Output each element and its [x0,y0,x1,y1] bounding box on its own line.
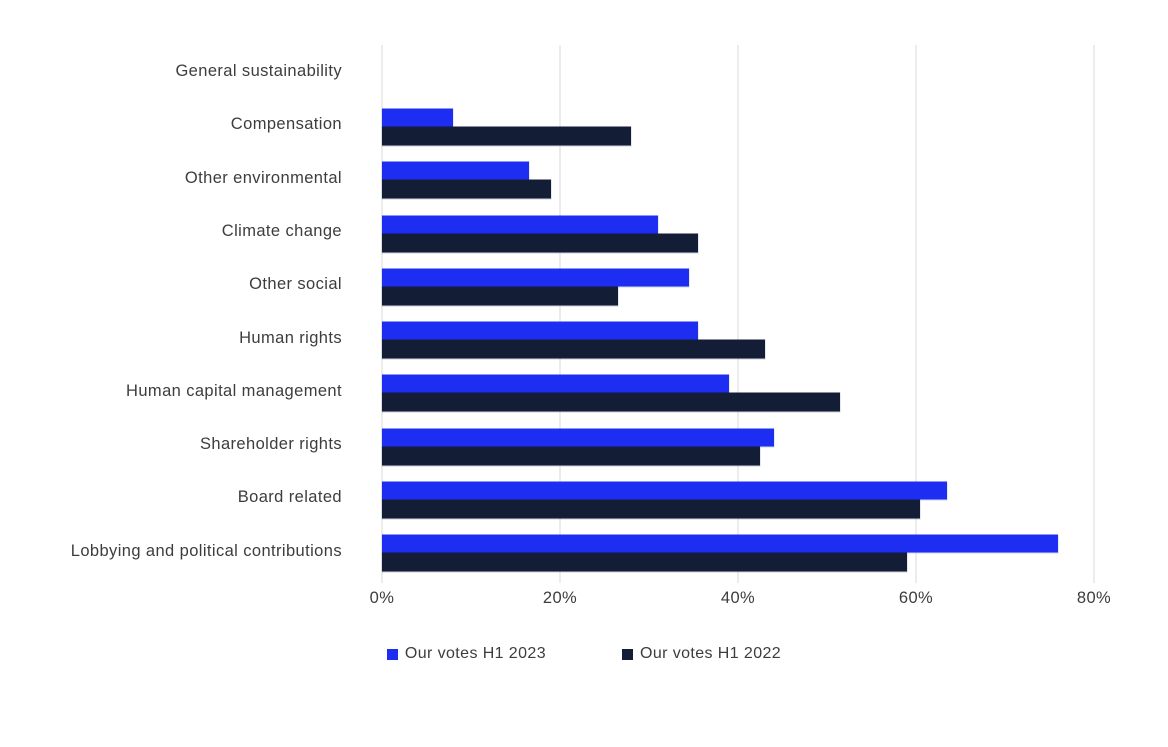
category-label: Climate change [221,221,342,240]
category-label: Human capital management [126,381,342,400]
category-label: Shareholder rights [199,435,342,454]
gridline-80% [1093,45,1095,583]
chart-row [382,98,1094,151]
bar-pair [382,428,1094,466]
gridline-20% [559,45,561,583]
chart-row [382,258,1094,311]
legend-item-2022: Our votes H1 2022 [622,645,781,663]
bar-pair [382,534,1094,572]
bar-our-votes-h1-2023 [382,161,529,180]
bar-pair [382,55,1094,92]
bar-our-votes-h1-2023 [382,428,774,447]
x-axis-tick-label: 20% [542,589,578,607]
x-axis-tick-label: 60% [898,589,934,607]
chart-row [382,418,1094,471]
bar-our-votes-h1-2023 [382,108,454,127]
category-label: Board related [237,488,342,507]
category-label: Compensation [230,115,342,134]
category-label: Human rights [239,328,342,347]
category-label: Other social [249,275,342,294]
bar-pair [382,321,1094,359]
x-axis: 0% 20% 40% 60% 80% [370,589,1111,613]
bar-pair [382,481,1094,519]
bar-our-votes-h1-2023 [382,481,948,500]
category-label-column: General sustainability Compensation Other … [0,45,362,578]
bar-pair [382,215,1094,253]
bar-our-votes-h1-2022 [382,499,921,519]
legend-label-2023: Our votes H1 2023 [404,645,546,662]
chart-row [382,471,1094,524]
bar-our-votes-h1-2022 [382,179,552,199]
legend: Our votes H1 2023 Our votes H1 2022 [0,645,1168,663]
bar-our-votes-h1-2022 [382,339,765,359]
bar-our-votes-h1-2023 [382,534,1059,553]
chart-row [382,205,1094,258]
bar-our-votes-h1-2022 [382,392,841,412]
x-axis-tick-label: 0% [369,589,395,607]
chart-row [382,365,1094,418]
bar-our-votes-h1-2022 [382,126,632,146]
bar-our-votes-h1-2022 [382,552,908,572]
bar-our-votes-h1-2022 [382,286,618,306]
gridline-60% [915,45,917,583]
bar-our-votes-h1-2022 [382,446,761,466]
category-label: General sustainability [175,62,342,80]
category-label: Other environmental [184,168,342,187]
bar-pair [382,374,1094,412]
chart-row [382,152,1094,205]
bar-pair [382,268,1094,306]
category-label: Lobbying and political contributions [70,541,342,560]
bar-our-votes-h1-2022 [382,233,698,253]
gridline-40% [737,45,739,583]
bar-our-votes-h1-2023 [382,321,698,340]
x-axis-tick-label: 80% [1076,589,1112,607]
bar-our-votes-h1-2023 [382,215,658,234]
chart-row [382,312,1094,365]
bar-pair [382,108,1094,146]
legend-swatch-2023 [386,648,398,660]
legend-swatch-2022 [622,648,633,660]
gridline-0% [381,45,383,583]
plot-area [381,45,1095,583]
bar-our-votes-h1-2023 [382,268,690,287]
bar-our-votes-h1-2023 [382,374,730,393]
legend-item-2023: Our votes H1 2023 [386,645,546,663]
x-axis-tick-label: 40% [720,589,756,607]
legend-label-2022: Our votes H1 2022 [640,645,782,662]
chart-row [382,525,1094,578]
chart-row [382,45,1094,98]
bar-pair [382,161,1094,199]
